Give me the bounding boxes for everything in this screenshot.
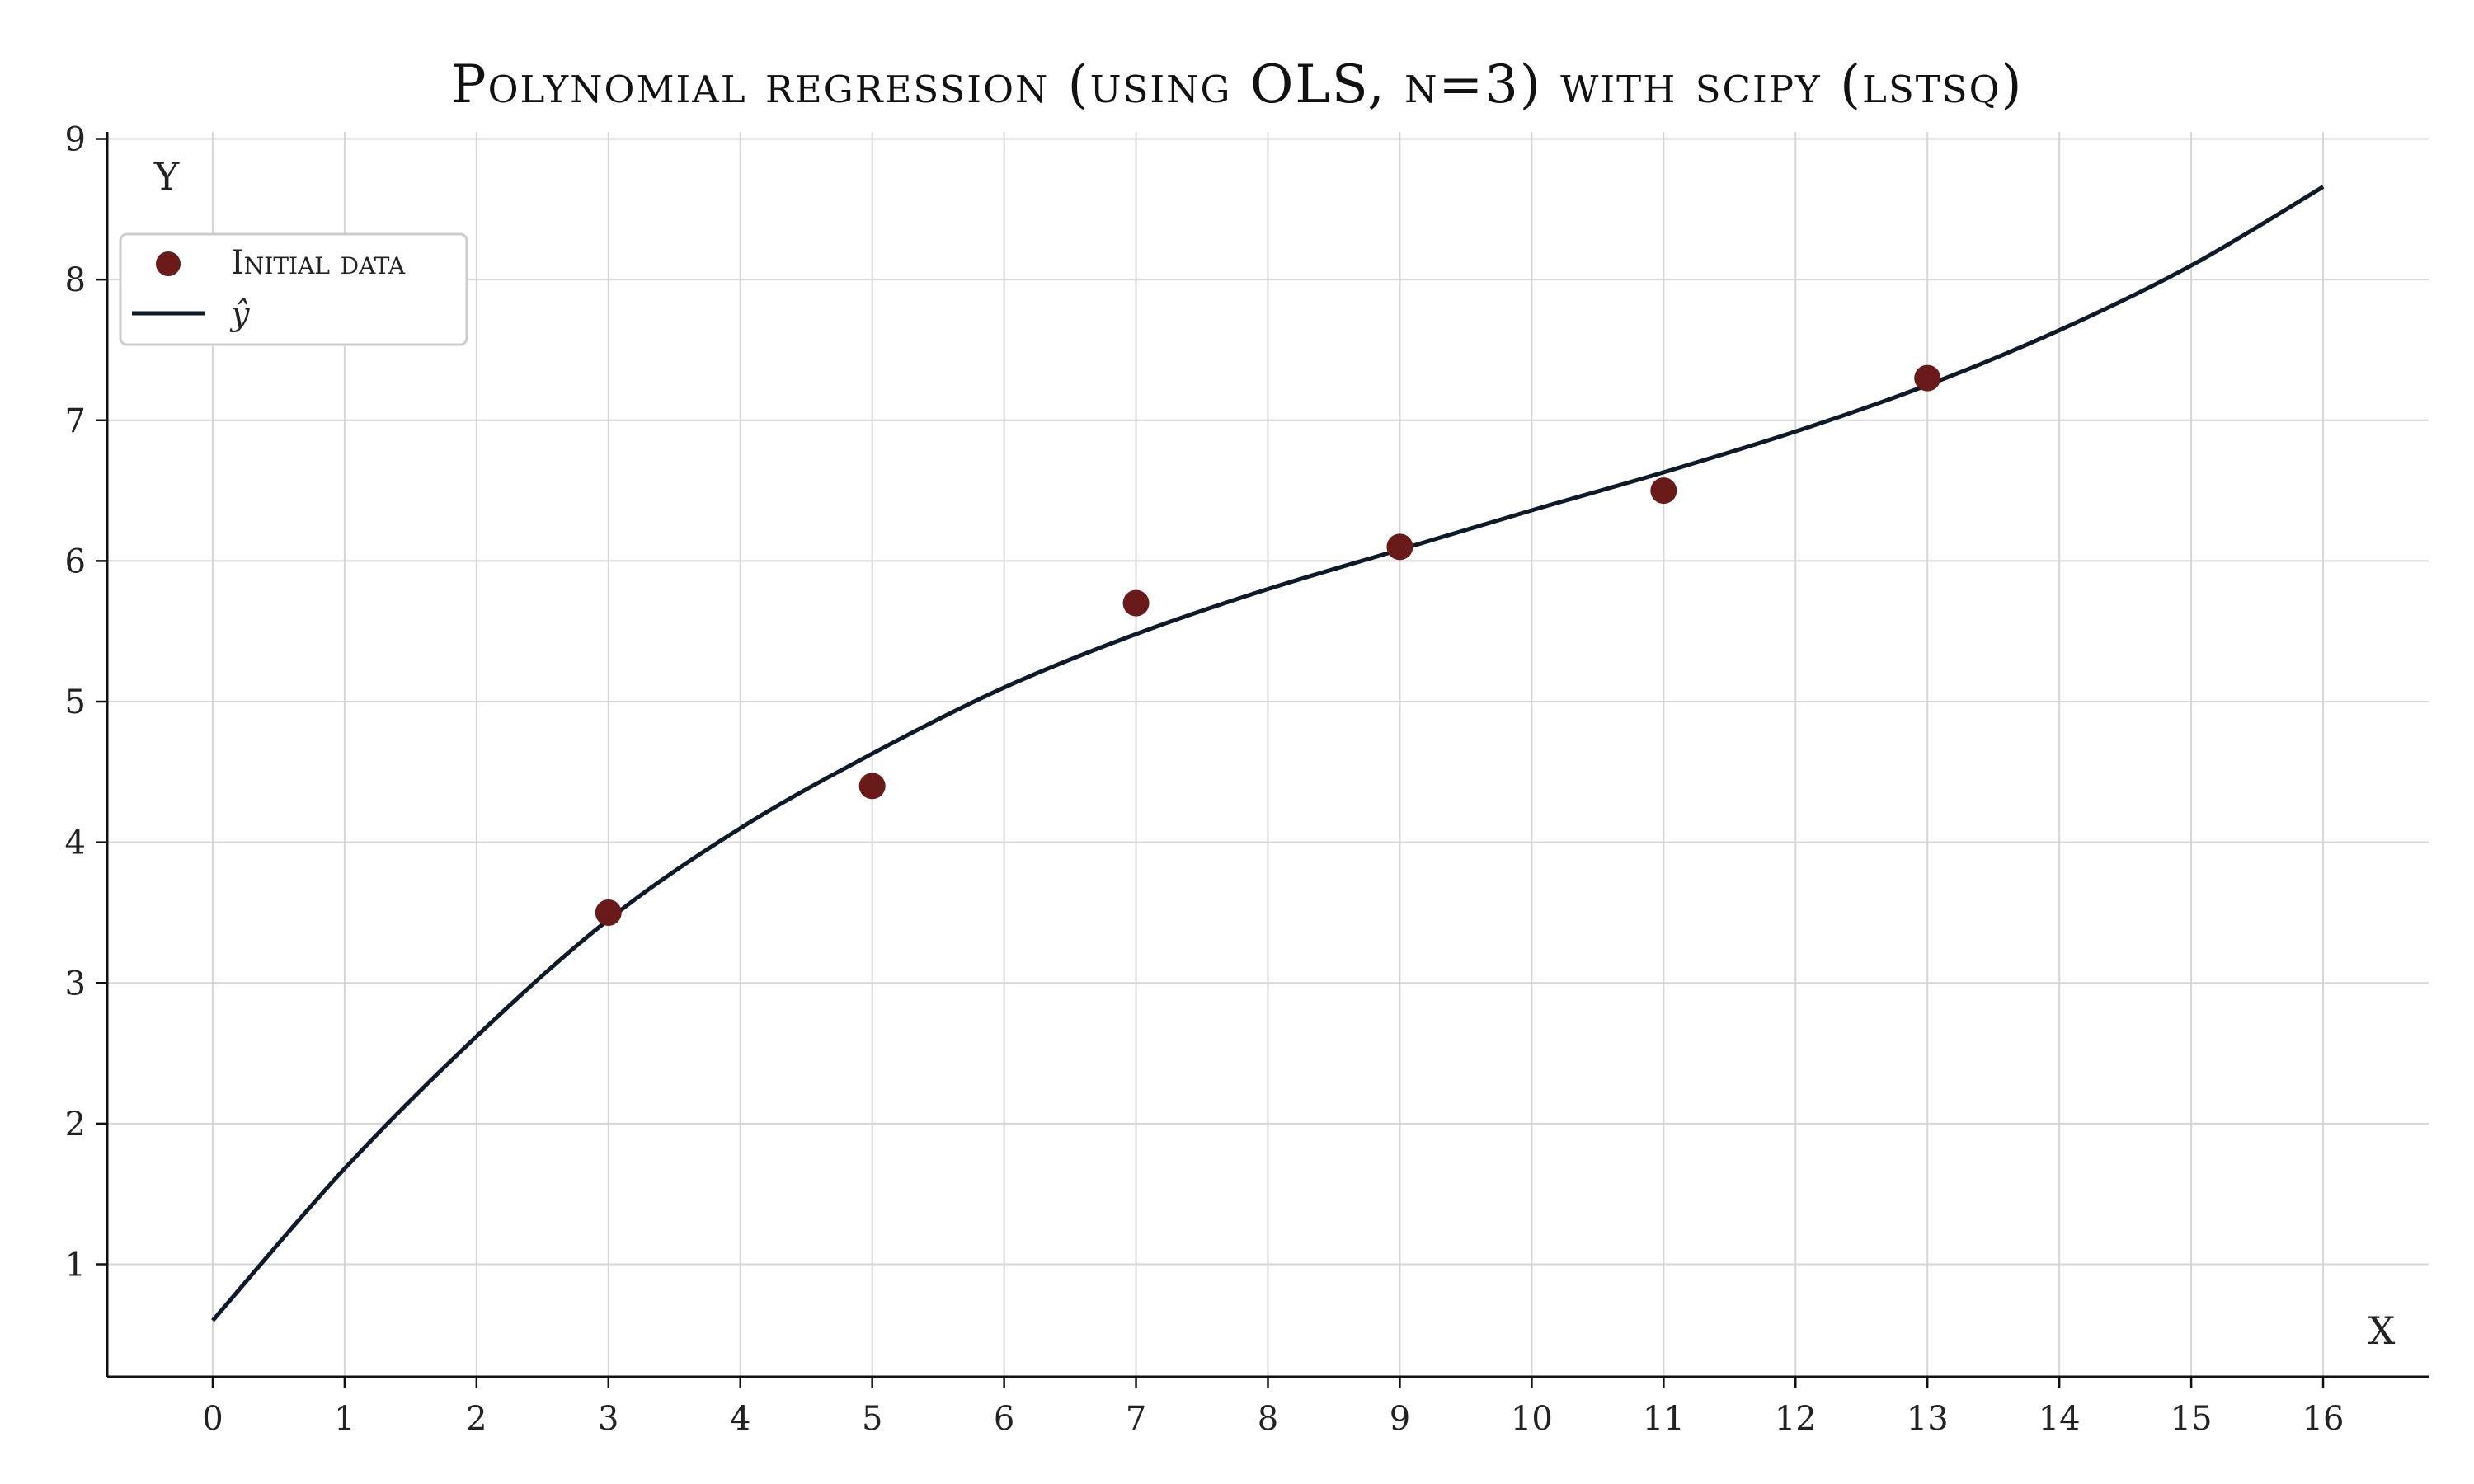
legend: Initial data ŷ: [119, 232, 468, 346]
x-tick-label: 15: [2171, 1400, 2213, 1438]
x-tick-label: 0: [202, 1400, 223, 1438]
data-point: [1122, 589, 1150, 617]
plot-area: [211, 185, 2325, 1322]
x-tick-label: 13: [1907, 1400, 1949, 1438]
chart-title: Polynomial regression (using OLS, n=3) w…: [451, 54, 2024, 115]
fitted-line-yhat: [211, 185, 2325, 1322]
x-tick-label: 4: [730, 1400, 750, 1438]
x-tick-label: 2: [466, 1400, 487, 1438]
y-tick-label: 9: [65, 121, 86, 159]
x-tick-label: 10: [1511, 1400, 1553, 1438]
x-tick-label: 14: [2039, 1400, 2081, 1438]
y-tick-label: 1: [65, 1247, 86, 1284]
x-tick-label: 6: [994, 1400, 1014, 1438]
y-tick-label: 4: [65, 824, 86, 862]
x-tick-label: 8: [1258, 1400, 1278, 1438]
grid: [107, 132, 2429, 1377]
legend-label-yhat: ŷ: [229, 295, 251, 333]
x-tick-label: 16: [2302, 1400, 2345, 1438]
data-point: [595, 899, 622, 926]
data-point: [858, 773, 886, 800]
x-tick-label: 5: [862, 1400, 882, 1438]
y-tick-label: 5: [65, 683, 86, 721]
x-tick-label: 12: [1775, 1400, 1817, 1438]
legend-label-initial-data: Initial data: [231, 244, 406, 282]
y-tick-label: 2: [65, 1106, 86, 1144]
y-tick-label: 3: [65, 965, 86, 1003]
legend-box: [119, 232, 468, 346]
x-axis-label: X: [2368, 1308, 2396, 1353]
legend-marker-initial-data: [156, 251, 181, 276]
y-tick-label: 6: [65, 542, 86, 580]
data-point: [1914, 364, 1941, 392]
x-tick-label: 9: [1390, 1400, 1410, 1438]
x-tick-label: 3: [598, 1400, 618, 1438]
y-tick-label: 7: [65, 402, 86, 440]
x-tick-label: 11: [1643, 1400, 1685, 1438]
x-tick-label: 1: [334, 1400, 355, 1438]
y-axis-label: Y: [153, 154, 180, 199]
y-tick-label: 8: [65, 261, 86, 299]
x-tick-label: 7: [1126, 1400, 1146, 1438]
data-point: [1386, 533, 1413, 561]
data-point: [1650, 477, 1677, 505]
